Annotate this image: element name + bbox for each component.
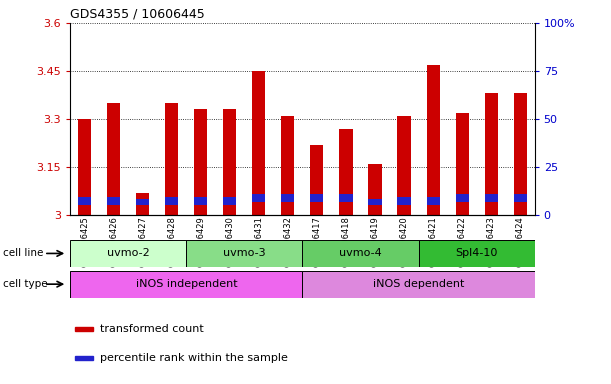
Bar — [252, 71, 265, 215]
Bar — [368, 164, 381, 215]
Text: transformed count: transformed count — [100, 324, 204, 334]
Text: uvmo-3: uvmo-3 — [223, 248, 266, 258]
Bar — [340, 129, 353, 215]
Text: cell line: cell line — [3, 248, 43, 258]
Bar — [136, 193, 149, 215]
Bar — [282, 116, 295, 215]
Bar — [340, 194, 353, 202]
Bar — [108, 197, 120, 205]
Bar — [310, 145, 323, 215]
Bar — [194, 109, 207, 215]
Bar — [302, 271, 535, 298]
Bar — [78, 119, 91, 215]
Bar — [224, 197, 236, 205]
Bar — [426, 65, 439, 215]
Bar — [78, 197, 91, 205]
Bar — [75, 356, 93, 361]
Bar — [302, 240, 419, 267]
Bar — [398, 197, 411, 205]
Bar — [398, 116, 411, 215]
Bar — [368, 199, 381, 205]
Bar — [456, 113, 469, 215]
Bar — [426, 197, 439, 205]
Bar — [70, 271, 302, 298]
Bar — [456, 194, 469, 202]
Bar — [75, 326, 93, 331]
Bar — [166, 103, 178, 215]
Text: uvmo-4: uvmo-4 — [339, 248, 382, 258]
Bar — [224, 109, 236, 215]
Text: uvmo-2: uvmo-2 — [107, 248, 150, 258]
Bar — [514, 93, 527, 215]
Text: iNOS dependent: iNOS dependent — [373, 279, 464, 289]
Bar — [252, 194, 265, 202]
Text: percentile rank within the sample: percentile rank within the sample — [100, 353, 288, 363]
Bar — [166, 197, 178, 205]
Bar — [186, 240, 302, 267]
Bar — [485, 93, 497, 215]
Bar — [485, 194, 497, 202]
Text: iNOS independent: iNOS independent — [136, 279, 237, 289]
Bar — [282, 194, 295, 202]
Text: cell type: cell type — [3, 279, 48, 289]
Text: Spl4-10: Spl4-10 — [455, 248, 498, 258]
Bar — [70, 240, 186, 267]
Text: GDS4355 / 10606445: GDS4355 / 10606445 — [70, 7, 205, 20]
Bar — [136, 199, 149, 205]
Bar — [108, 103, 120, 215]
Bar — [310, 194, 323, 202]
Bar — [514, 194, 527, 202]
Bar — [419, 240, 535, 267]
Bar — [194, 197, 207, 205]
